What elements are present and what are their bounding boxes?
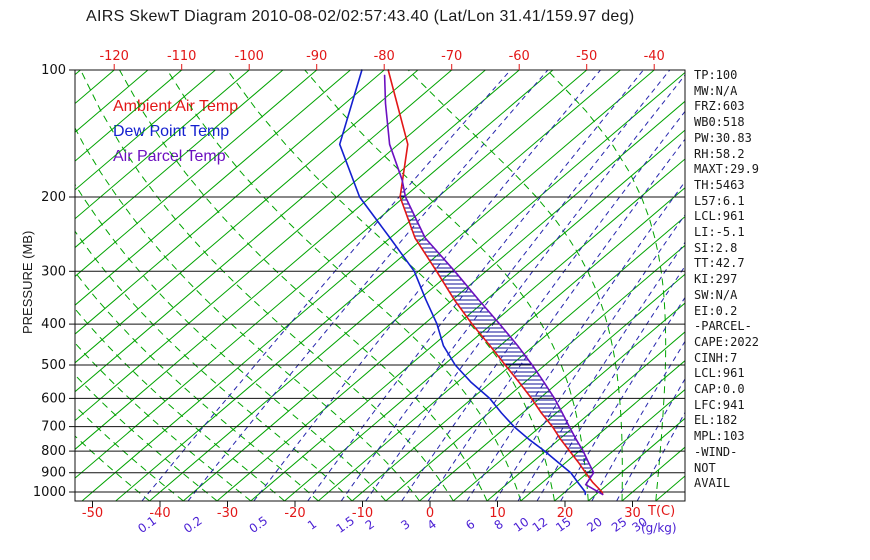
svg-text:-40: -40: [644, 49, 665, 64]
cape-hatch-area: [400, 183, 594, 477]
stat-line: RH:58.2: [694, 146, 745, 161]
svg-text:-90: -90: [306, 49, 327, 64]
svg-text:-50: -50: [576, 49, 597, 64]
legend-dew-point-temp: Dew Point Temp: [113, 123, 230, 140]
stat-line: SW:N/A: [694, 287, 738, 302]
svg-text:-10: -10: [352, 506, 373, 521]
stat-line: EI:0.2: [694, 303, 738, 318]
svg-text:-30: -30: [217, 506, 238, 521]
stat-line: CAP:0.0: [694, 382, 745, 397]
svg-text:0.2: 0.2: [181, 514, 205, 536]
svg-text:400: 400: [41, 317, 66, 332]
svg-text:4: 4: [425, 517, 439, 533]
stat-line: EL:182: [694, 413, 738, 428]
mixing-ratio-lines: [141, 70, 685, 501]
svg-text:-80: -80: [374, 49, 395, 64]
svg-text:0: 0: [426, 506, 434, 521]
svg-text:-100: -100: [234, 49, 264, 64]
ambient-temp-curve: [387, 69, 604, 496]
stat-line: L57:6.1: [694, 193, 745, 208]
svg-text:200: 200: [41, 190, 66, 205]
stat-line: MPL:103: [694, 429, 745, 444]
svg-text:2: 2: [363, 517, 377, 533]
svg-text:-60: -60: [509, 49, 530, 64]
stat-line: CINH:7: [694, 350, 738, 365]
svg-text:-70: -70: [441, 49, 462, 64]
plot-border: [74, 69, 686, 502]
parcel-temp-curve: [383, 74, 604, 496]
legend-air-parcel-temp: Air Parcel Temp: [113, 148, 226, 165]
stat-line: LI:-5.1: [694, 225, 745, 240]
stat-line: LCL:961: [694, 366, 745, 381]
stats-panel: TP:100 MW:N/A FRZ:603 WB0:518 PW:30.83 RH:58.…: [694, 68, 759, 492]
moist-adiabat-lines: [75, 70, 667, 501]
stat-line: NOT: [694, 460, 716, 475]
stat-line: TT:42.7: [694, 256, 745, 271]
svg-text:20: 20: [584, 515, 605, 535]
stat-line: SI:2.8: [694, 240, 738, 255]
stat-line: TH:5463: [694, 177, 745, 192]
svg-text:20: 20: [557, 506, 574, 521]
stat-line: MW:N/A: [694, 83, 738, 98]
svg-text:3: 3: [398, 517, 412, 533]
svg-text:-20: -20: [284, 506, 305, 521]
stat-line: MAXT:29.9: [694, 162, 760, 177]
svg-text:800: 800: [41, 444, 66, 459]
svg-text:-40: -40: [149, 506, 170, 521]
stat-line: CAPE:2022: [694, 334, 760, 349]
svg-text:-120: -120: [99, 49, 129, 64]
stat-line: LFC:941: [694, 397, 745, 412]
svg-text:1000: 1000: [33, 485, 66, 500]
stat-line: KI:297: [694, 272, 738, 287]
svg-text:12: 12: [530, 515, 551, 535]
stat-line: TP:100: [694, 68, 738, 82]
svg-text:6: 6: [463, 517, 477, 533]
stat-line: WB0:518: [694, 115, 745, 130]
chart-title: AIRS SkewT Diagram 2010-08-02/02:57:43.4…: [86, 8, 635, 25]
svg-text:100: 100: [41, 63, 66, 78]
legend: Ambient Air Temp Dew Point Temp Air Parc…: [113, 94, 238, 169]
svg-text:300: 300: [41, 264, 66, 279]
svg-text:10: 10: [489, 506, 506, 521]
stat-line: LCL:961: [694, 209, 745, 224]
stat-line: FRZ:603: [694, 99, 745, 114]
stat-line: -PARCEL-: [694, 319, 752, 334]
svg-text:700: 700: [41, 420, 66, 435]
svg-text:600: 600: [41, 391, 66, 406]
svg-text:1: 1: [305, 517, 319, 533]
svg-text:(g/kg): (g/kg): [641, 521, 677, 535]
svg-text:30: 30: [624, 506, 641, 521]
svg-text:10: 10: [511, 515, 532, 535]
svg-text:500: 500: [41, 358, 66, 373]
svg-text:T(C): T(C): [647, 504, 675, 519]
svg-text:900: 900: [41, 466, 66, 481]
svg-text:-50: -50: [82, 506, 103, 521]
isotherm-lines: [75, 70, 685, 501]
stat-line: -WIND-: [694, 444, 738, 459]
dewpoint-temp-curve: [338, 69, 587, 496]
svg-text:0.5: 0.5: [247, 514, 271, 536]
svg-text:-110: -110: [167, 49, 197, 64]
stat-line: AVAIL: [694, 476, 731, 491]
stat-line: PW:30.83: [694, 130, 752, 145]
grid-lines: [75, 70, 685, 501]
